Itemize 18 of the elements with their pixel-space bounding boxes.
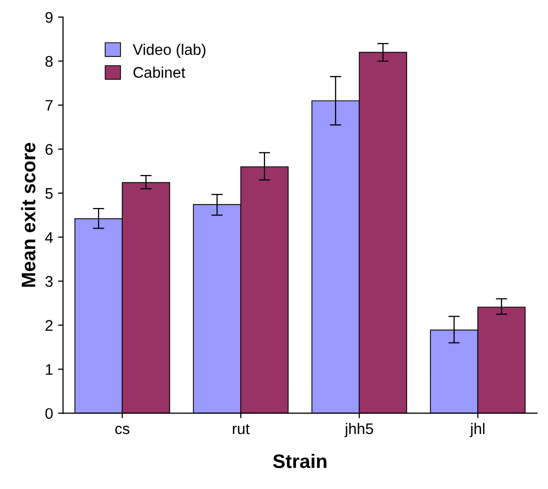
legend-label: Cabinet (133, 66, 186, 78)
y-tick-label: 7 (46, 100, 53, 111)
x-tick-label: jhl (470, 422, 484, 438)
y-tick-label: 5 (45, 188, 53, 199)
y-tick-label: 1 (46, 364, 53, 375)
y-tick-label: 2 (46, 320, 53, 331)
y-tick-label: 6 (46, 144, 53, 155)
y-tick-label: 0 (45, 408, 53, 419)
x-axis-title: Strain (273, 454, 326, 468)
y-tick-label: 8 (45, 56, 53, 67)
y-axis-title: Mean exit score (21, 142, 36, 287)
y-tick-label: 3 (45, 276, 53, 287)
x-tick-label: jhh5 (344, 422, 374, 438)
x-tick-label: cs (115, 426, 130, 434)
y-tick-label: 4 (45, 232, 53, 243)
y-tick-label: 9 (46, 12, 53, 23)
legend-label: Video (lab) (132, 44, 206, 58)
x-tick-label: rut (232, 424, 250, 434)
